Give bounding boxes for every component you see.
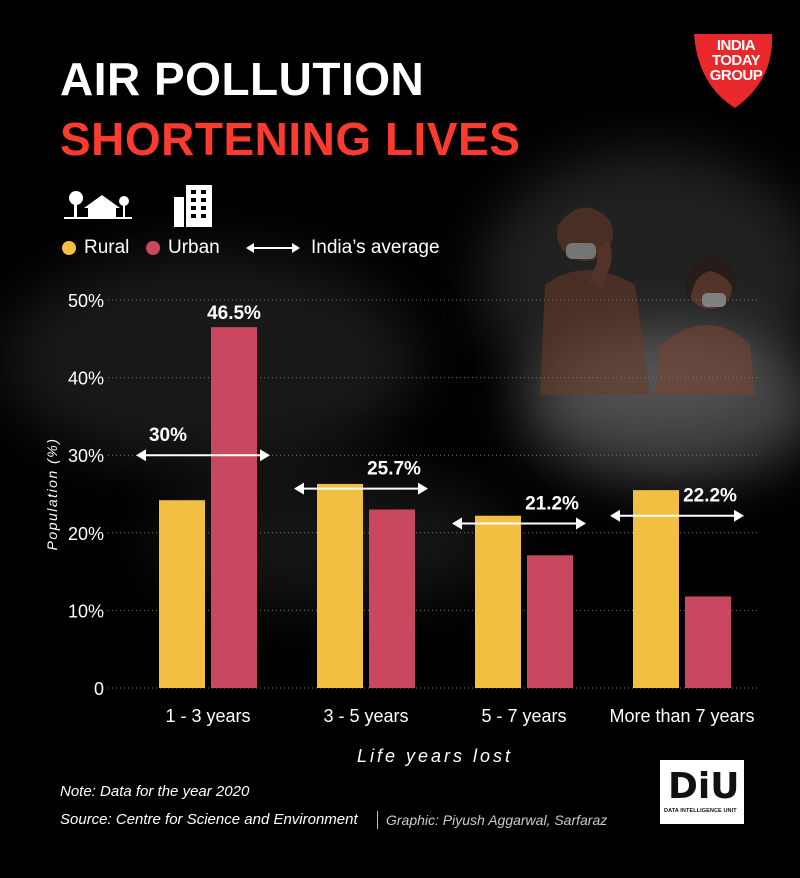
double-arrow-icon [246,243,300,253]
diu-logo-text: DiU [668,766,740,807]
average-data-label: 30% [149,425,187,446]
x-tick-label: 3 - 5 years [323,706,408,726]
bar-urban [527,555,573,688]
average-arrow-head [260,449,270,462]
page-title: AIR POLLUTION [60,53,425,105]
note-text: Note: Data for the year 2020 [60,783,250,800]
average-data-label: 22.2% [683,486,737,507]
average-arrow-head [418,482,428,495]
bar-urban [369,509,415,688]
x-tick-label: More than 7 years [609,706,754,726]
legend-item-average: India’s average [245,237,440,259]
average-arrow-head [610,509,620,522]
average-data-label: 25.7% [367,459,421,480]
rural-house-icon [64,191,132,219]
masked-people-illustration [540,205,755,395]
x-axis-title: Life years lost [357,746,513,766]
india-today-logo [694,34,773,108]
legend-item-rural: Rural [62,237,129,259]
average-data-label: 21.2% [525,493,579,514]
legend-urban-label: Urban [168,237,220,258]
y-tick-label: 30% [68,446,104,466]
bar-rural [633,490,679,688]
average-arrow-head [294,482,304,495]
y-axis-title: Population (%) [44,438,60,551]
graphic-credit: Graphic: Piyush Aggarwal, Sarfaraz [386,812,608,828]
y-tick-label: 40% [68,369,104,389]
legend-average-label: India’s average [311,237,440,258]
page-subtitle: SHORTENING LIVES [60,113,521,165]
y-tick-label: 10% [68,601,104,621]
y-tick-label: 50% [68,291,104,311]
rural-swatch [62,241,76,255]
bar-urban [211,327,257,688]
average-arrow-head [452,517,462,530]
y-tick-label: 20% [68,524,104,544]
x-tick-label: 5 - 7 years [481,706,566,726]
diu-logo [660,760,744,824]
urban-building-icon [174,185,212,227]
legend-item-urban: Urban [146,237,220,259]
x-tick-label: 1 - 3 years [165,706,250,726]
diu-logo-subtitle: DATA INTELLIGENCE UNIT [664,808,737,814]
average-arrow-head [734,509,744,522]
average-arrow-head [136,449,146,462]
bar-rural [475,515,521,688]
bar-rural [159,500,205,688]
urban-swatch [146,241,160,255]
bar-rural [317,483,363,688]
legend-rural-label: Rural [84,237,130,258]
y-tick-label: 0 [94,679,104,699]
logo-text: INDIA TODAY GROUP [709,37,763,84]
average-arrow-head [576,517,586,530]
bar-data-label: 46.5% [207,303,261,324]
source-text: Source: Centre for Science and Environme… [60,811,358,828]
footer-divider [377,811,378,829]
bar-urban [685,596,731,688]
